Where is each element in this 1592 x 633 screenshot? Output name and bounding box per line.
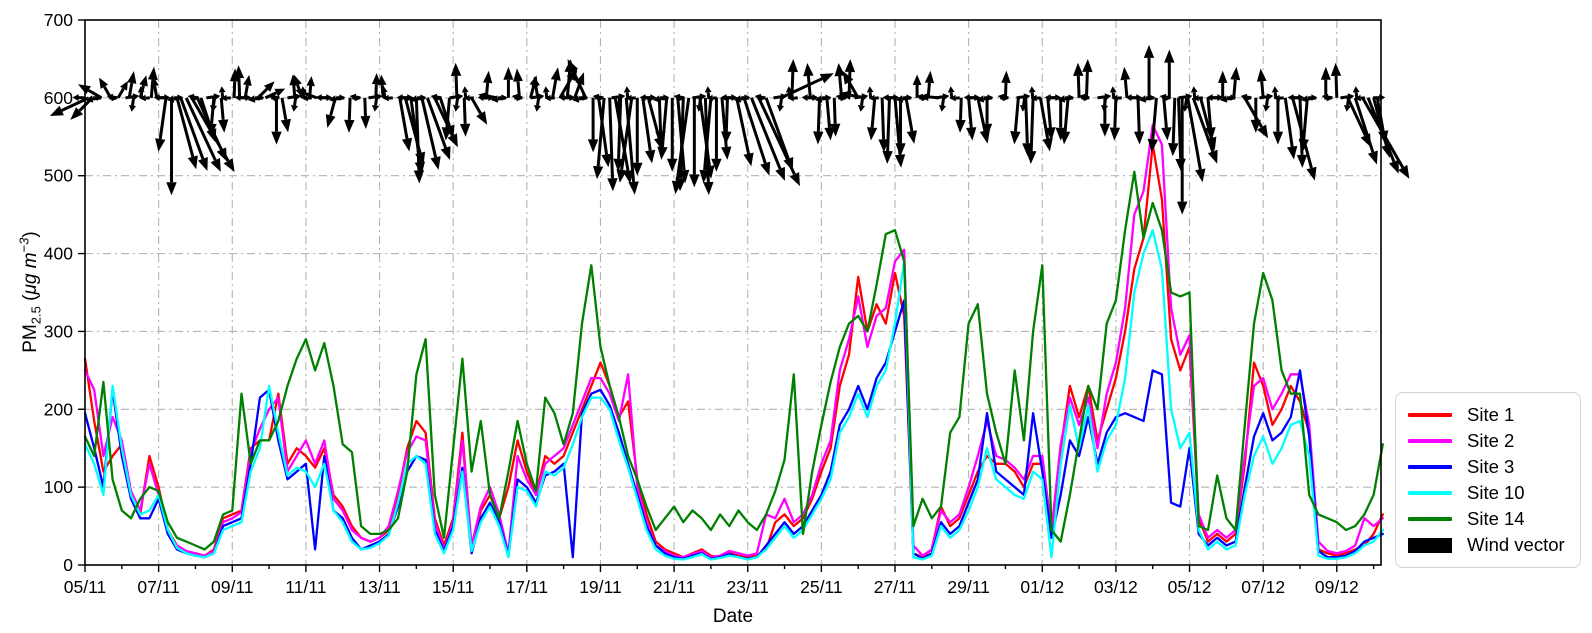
y-tick-label: 100 <box>44 477 73 497</box>
y-tick-label: 400 <box>44 244 73 264</box>
x-tick-label: 11/11 <box>285 577 326 597</box>
y-axis-label-superscript: −3 <box>16 237 32 253</box>
x-tick-label: 07/12 <box>1241 577 1285 597</box>
legend-item-site-10: Site 10 <box>1408 481 1574 506</box>
series-line-site-14 <box>83 170 1384 551</box>
legend-label: Wind vector <box>1467 534 1565 556</box>
x-tick-label: 09/12 <box>1315 577 1359 597</box>
series-line-site-2 <box>83 123 1384 559</box>
y-axis-label-paren: ( <box>19 294 41 307</box>
legend-line-swatch <box>1408 517 1452 522</box>
x-tick-label: 15/11 <box>432 577 475 597</box>
plot-frame <box>84 19 1382 566</box>
x-tick-label: 03/12 <box>1094 577 1138 597</box>
legend-label: Site 10 <box>1467 482 1525 504</box>
y-tick-label: 300 <box>44 321 73 341</box>
x-tick-label: 01/12 <box>1020 577 1064 597</box>
x-tick-label: 07/11 <box>137 577 180 597</box>
legend-item-wind-vector: Wind vector <box>1408 533 1574 558</box>
x-tick-label: 13/11 <box>358 577 401 597</box>
x-tick-label: 17/11 <box>506 577 549 597</box>
x-axis-label: Date <box>712 606 754 627</box>
x-tick-label: 05/11 <box>64 577 107 597</box>
x-tick-label: 19/11 <box>579 577 622 597</box>
series-line-site-10 <box>83 229 1384 561</box>
y-axis-label-paren-close: ) <box>19 231 41 238</box>
y-tick-label: 200 <box>44 399 73 419</box>
x-tick-label: 27/11 <box>874 577 917 597</box>
x-tick-label: 25/11 <box>800 577 843 597</box>
legend: Site 1 Site 2 Site 3 Site 10 Site 14 Wind vec… <box>1395 392 1581 568</box>
legend-label: Site 14 <box>1467 508 1525 530</box>
x-tick-label: 29/11 <box>947 577 990 597</box>
legend-item-site-1: Site 1 <box>1408 402 1574 427</box>
x-tick-label: 23/11 <box>726 577 769 597</box>
axis-ticks <box>78 19 1375 572</box>
legend-item-site-14: Site 14 <box>1408 507 1574 532</box>
legend-label: Site 2 <box>1467 429 1515 451</box>
legend-line-swatch <box>1408 438 1452 443</box>
y-tick-label: 0 <box>63 555 73 575</box>
legend-label: Site 3 <box>1467 455 1515 477</box>
tick-labels: 05/11 07/11 09/11 11/11 13/11 15/11 17/11 19/11… <box>44 10 1359 597</box>
legend-item-site-3: Site 3 <box>1408 454 1574 479</box>
wind-vectors <box>49 44 1410 215</box>
y-tick-label: 500 <box>44 166 73 186</box>
legend-line-swatch <box>1408 464 1452 469</box>
legend-patch-swatch <box>1408 537 1452 553</box>
y-axis-label-text: PM <box>19 324 41 353</box>
legend-label: Site 1 <box>1467 403 1515 425</box>
y-tick-label: 700 <box>44 10 73 30</box>
series-line-site-1 <box>83 143 1384 559</box>
y-axis-label-units: μg m <box>19 252 41 295</box>
legend-line-swatch <box>1408 491 1452 496</box>
y-axis-label-subscript: 2.5 <box>28 306 44 325</box>
y-tick-label: 600 <box>44 88 73 108</box>
legend-item-site-2: Site 2 <box>1408 428 1574 453</box>
x-tick-label: 09/11 <box>211 577 254 597</box>
x-tick-label: 05/12 <box>1168 577 1212 597</box>
y-axis-label: PM2.5 (μg m−3) <box>16 231 43 352</box>
legend-line-swatch <box>1408 412 1452 417</box>
x-tick-label: 21/11 <box>653 577 696 597</box>
